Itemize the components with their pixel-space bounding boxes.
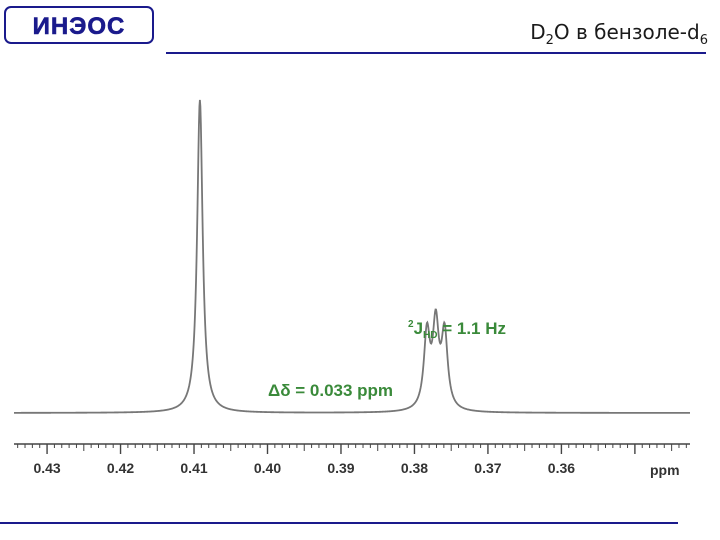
coupling-superscript: 2 (408, 319, 414, 330)
x-tick-label: 0.43 (33, 460, 60, 476)
x-axis-tick-labels: 0.43 0.42 0.41 0.40 0.39 0.38 0.37 0.36 (33, 460, 575, 476)
x-axis-unit-label: ppm (650, 462, 680, 478)
x-tick-label: 0.39 (327, 460, 354, 476)
x-tick-label: 0.41 (180, 460, 207, 476)
coupling-j: J (414, 319, 423, 338)
x-tick-label: 0.40 (254, 460, 281, 476)
logo-text: ИНЭОС (33, 13, 126, 40)
x-tick-label: 0.36 (548, 460, 575, 476)
inoes-logo: ИНЭОС (4, 6, 154, 44)
spectrum-series-line (14, 99, 690, 414)
footer-divider (0, 522, 678, 524)
delta-annotation: Δδ = 0.033 ppm (268, 381, 393, 400)
x-tick-label: 0.37 (474, 460, 501, 476)
coupling-subscript: HD (423, 330, 437, 341)
title-mid: O в бензоле-d (553, 20, 700, 44)
title-sub-2: 2 (545, 33, 554, 48)
x-tick-label: 0.42 (107, 460, 134, 476)
title-sub-6: 6 (699, 33, 708, 48)
x-tick-label: 0.38 (401, 460, 428, 476)
coupling-annotation: 2JHD = 1.1 Hz (408, 319, 506, 341)
header-divider (166, 52, 706, 54)
page-title: D2O в бензоле-d6 (530, 20, 708, 48)
coupling-value: = 1.1 Hz (437, 319, 506, 338)
title-main: D (530, 20, 546, 44)
x-axis-ticks (17, 444, 687, 454)
